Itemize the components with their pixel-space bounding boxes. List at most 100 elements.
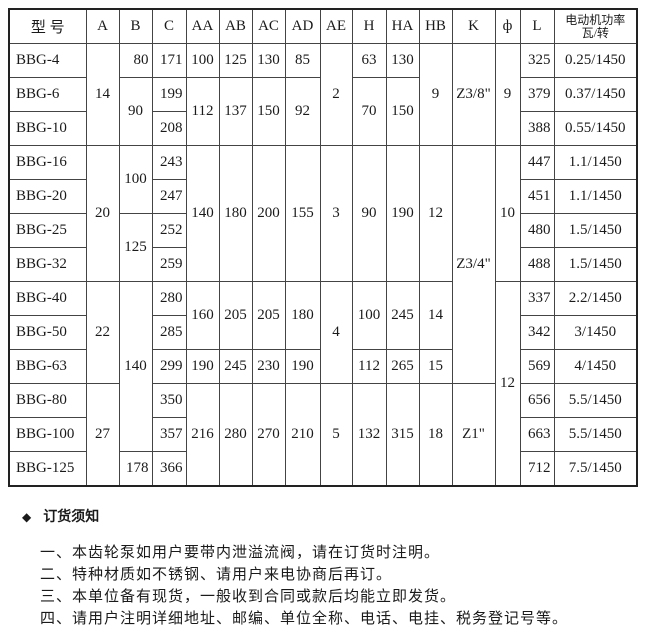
table-row: BBG-10 208 388 0.55/1450 [8,111,638,146]
table-row: BBG-125 178 366 712 7.5/1450 [8,451,638,487]
ae-cell: 3 [319,145,353,282]
model-cell: BBG-32 [8,247,87,282]
header-c: C [151,8,187,44]
header-ab: AB [218,8,253,44]
model-cell: BBG-20 [8,179,87,214]
header-b: B [118,8,153,44]
ac-cell: 230 [251,349,286,384]
ha-cell: 130 [385,43,420,78]
ad-cell: 85 [284,43,321,78]
aa-cell: 216 [185,383,220,487]
phi-cell: 10 [494,145,521,282]
power-cell: 1.5/1450 [553,213,638,248]
notes-title: 订货须知 [43,509,100,525]
aa-cell: 140 [185,145,220,282]
note-item: 三、本单位备有现货，一般收到合同或款后均能立即发货。 [40,589,457,605]
ab-cell: 280 [218,383,253,487]
table-row: BBG-50 285 342 3/1450 [8,315,638,350]
header-model: 型 号 [8,8,87,44]
b-cell: 140 [118,281,153,452]
l-cell: 451 [519,179,555,214]
model-cell: BBG-10 [8,111,87,146]
l-cell: 569 [519,349,555,384]
l-cell: 480 [519,213,555,248]
model-cell: BBG-6 [8,77,87,112]
c-cell: 252 [151,213,187,248]
table-row: BBG-40 22 140 280 160 205 205 180 4 100 … [8,281,638,487]
power-cell: 1.1/1450 [553,145,638,180]
ac-cell: 150 [251,77,286,146]
l-cell: 447 [519,145,555,180]
h-cell: 100 [351,281,387,350]
note-item: 二、特种材质如不锈钢、请用户来电协商后再订。 [40,567,393,583]
a-cell: 22 [85,281,120,384]
c-cell: 243 [151,145,187,180]
header-hb: HB [418,8,453,44]
ad-cell: 92 [284,77,321,146]
h-cell: 70 [351,77,387,146]
hb-cell: 15 [418,349,453,384]
k-cell: Z1" [451,383,496,487]
l-cell: 337 [519,281,555,316]
hb-cell: 12 [418,145,453,282]
ac-cell: 200 [251,145,286,282]
b-cell: 90 [118,77,153,146]
l-cell: 379 [519,77,555,112]
order-notes: ◆ 订货须知 一、本齿轮泵如用户要带内泄溢流阀，请在订货时注明。 二、特种材质如不… [22,506,568,630]
ae-cell: 4 [319,281,353,384]
a-cell: 27 [85,383,120,487]
pump-spec-table: 型 号 A B C AA AB AC AD AE H HA HB K ф L 电… [8,8,638,487]
header-power-line2: 瓦/转 [581,25,609,40]
ad-cell: 180 [284,281,321,350]
aa-cell: 160 [185,281,220,350]
model-cell: BBG-125 [8,451,87,487]
b-cell: 125 [118,213,153,282]
header-ad: AD [284,8,321,44]
c-cell: 357 [151,417,187,452]
hb-cell: 14 [418,281,453,350]
header-ae: AE [319,8,353,44]
header-ac: AC [251,8,286,44]
table-row: BBG-63 299 190 245 230 190 112 265 15 56… [8,349,638,384]
note-item: 一、本齿轮泵如用户要带内泄溢流阀，请在订货时注明。 [40,545,441,561]
l-cell: 656 [519,383,555,418]
l-cell: 325 [519,43,555,78]
l-cell: 712 [519,451,555,487]
power-cell: 0.55/1450 [553,111,638,146]
model-cell: BBG-4 [8,43,87,78]
note-item: 四、请用户注明详细地址、邮编、单位全称、电话、电挂、税务登记号等。 [40,611,569,627]
model-cell: BBG-40 [8,281,87,316]
ha-cell: 315 [385,383,420,487]
b-cell: 80 [118,43,153,78]
aa-cell: 190 [185,349,220,384]
power-cell: 5.5/1450 [553,383,638,418]
model-cell: BBG-50 [8,315,87,350]
model-cell: BBG-63 [8,349,87,384]
power-cell: 2.2/1450 [553,281,638,316]
table-row: BBG-25 125 252 480 1.5/1450 [8,213,638,282]
ac-cell: 205 [251,281,286,350]
header-k: K [451,8,496,44]
ae-cell: 2 [319,43,353,146]
l-cell: 663 [519,417,555,452]
ac-cell: 270 [251,383,286,487]
ad-cell: 190 [284,349,321,384]
phi-cell: 9 [494,43,521,146]
power-cell: 0.25/1450 [553,43,638,78]
header-h: H [351,8,387,44]
h-cell: 132 [351,383,387,487]
k-cell: Z3/4" [451,145,496,384]
hb-cell: 9 [418,43,453,146]
k-cell: Z3/8" [451,43,496,146]
c-cell: 259 [151,247,187,282]
power-cell: 7.5/1450 [553,451,638,487]
diamond-icon: ◆ [22,510,32,524]
header-ha: HA [385,8,420,44]
h-cell: 63 [351,43,387,78]
a-cell: 20 [85,145,120,282]
notes-heading: ◆ 订货须知 [22,506,568,526]
b-cell: 100 [118,145,153,214]
table-row: BBG-6 90 199 112 137 150 92 70 150 379 0… [8,77,638,146]
ae-cell: 5 [319,383,353,487]
ha-cell: 245 [385,281,420,350]
